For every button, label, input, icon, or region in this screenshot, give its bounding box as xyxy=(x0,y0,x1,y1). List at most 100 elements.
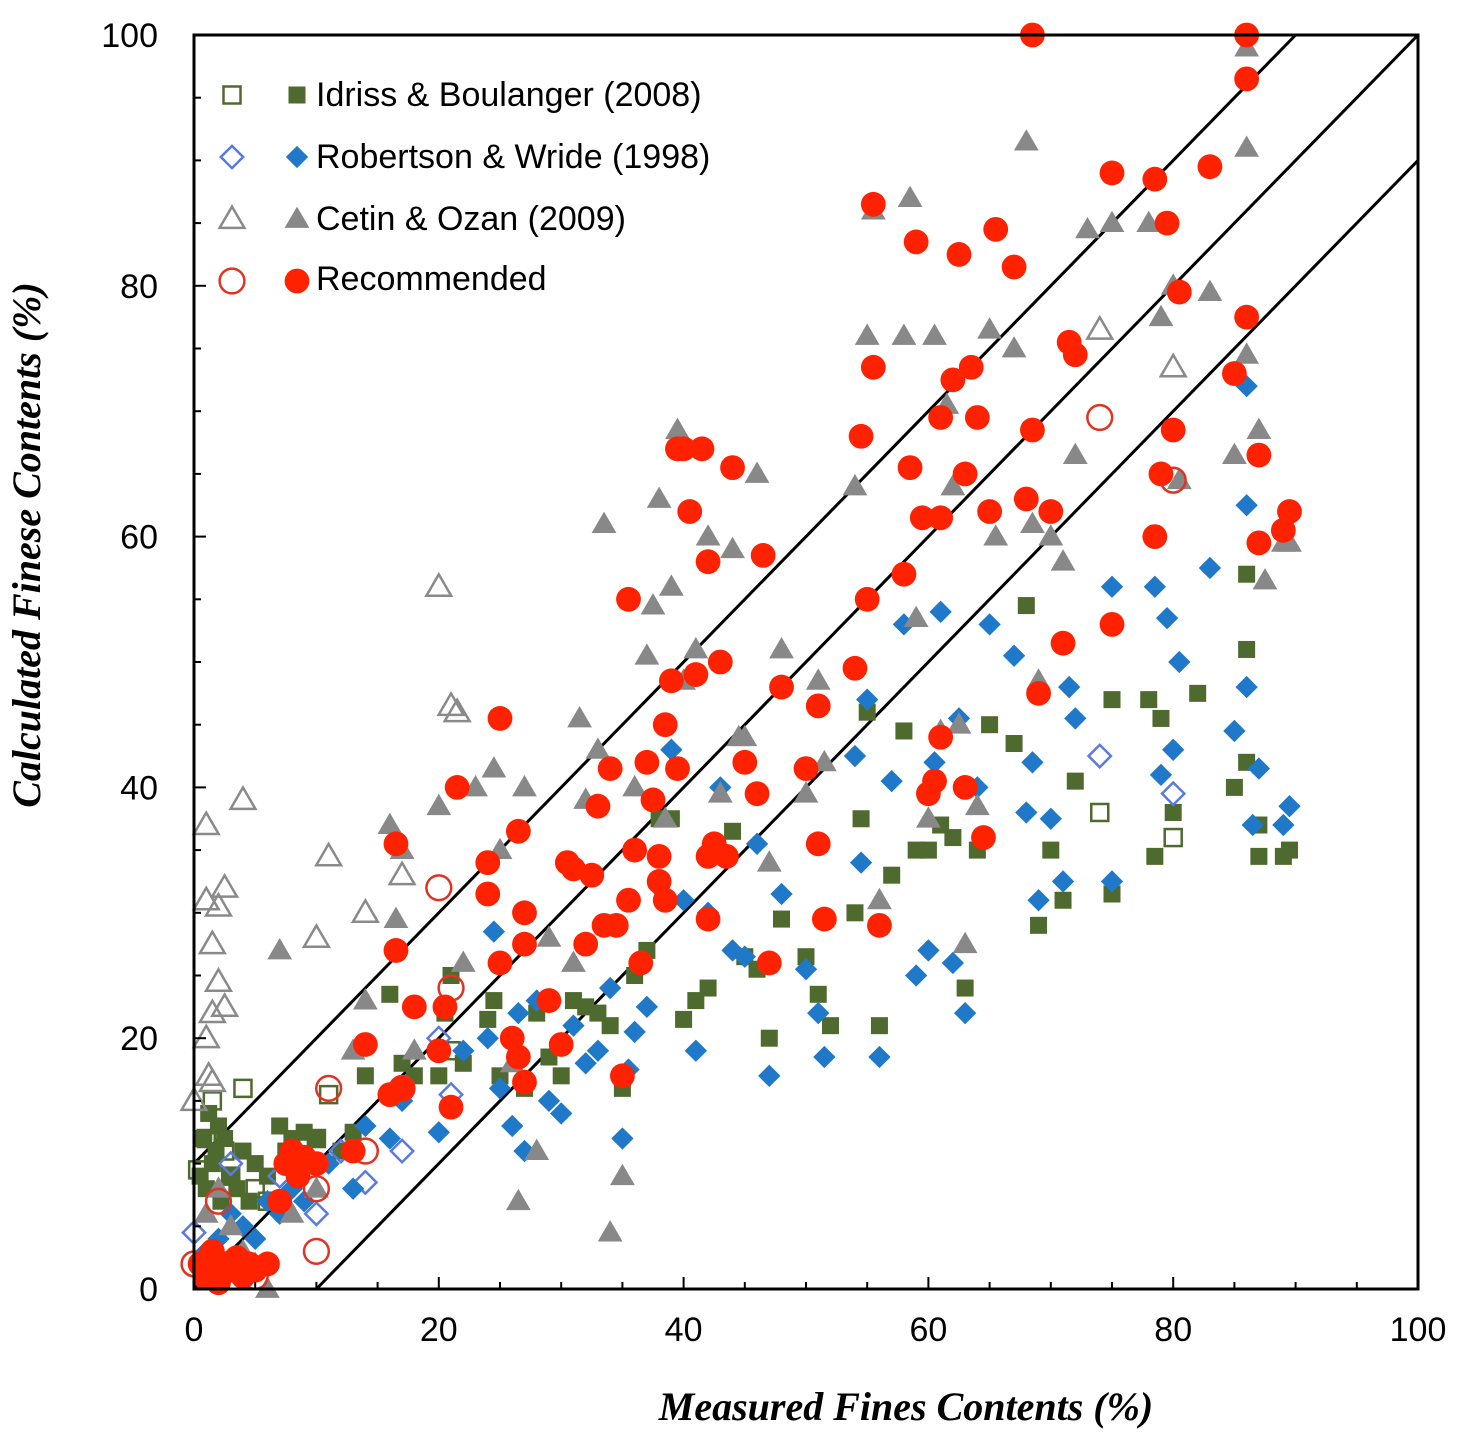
recommended-point xyxy=(793,756,819,781)
idriss-point xyxy=(821,1017,839,1035)
reference-line-3 xyxy=(315,159,1420,1291)
recommended-point xyxy=(487,706,513,731)
recommended-point xyxy=(1154,210,1180,236)
recommended-point xyxy=(867,912,892,938)
idriss-point xyxy=(1164,803,1182,821)
recommended-point xyxy=(891,561,917,587)
robertson-hollow-point xyxy=(352,1169,379,1196)
recommended-point xyxy=(255,1251,280,1277)
cetin-point xyxy=(377,812,403,834)
cetin-point xyxy=(1013,129,1039,151)
cetin-hollow-point xyxy=(197,929,227,955)
recommended-point xyxy=(634,749,660,775)
robertson-point xyxy=(880,769,903,793)
cetin-point xyxy=(193,1201,219,1223)
cetin-point xyxy=(1038,524,1064,546)
recommended-point xyxy=(842,655,868,681)
robertson-point xyxy=(807,1001,830,1025)
cetin-hollow-point xyxy=(191,810,221,836)
cetin-point xyxy=(891,323,917,345)
cetin-point xyxy=(903,605,929,628)
idriss-point xyxy=(919,841,937,859)
robertson-point xyxy=(1223,719,1246,743)
robertson-point xyxy=(219,1202,242,1225)
robertson-hollow-point xyxy=(1160,780,1187,807)
idriss-point xyxy=(1146,847,1164,865)
x-axis-title: Measured Fines Contents (%) xyxy=(658,1384,1154,1429)
robertson-hollow-point xyxy=(303,1200,330,1227)
cetin-point xyxy=(977,317,1002,339)
cetin-hollow-point xyxy=(314,841,344,867)
legend-hollow-marker xyxy=(219,144,245,170)
robertson-point xyxy=(452,1039,475,1062)
cetin-point xyxy=(665,417,690,439)
robertson-point xyxy=(1027,889,1050,912)
cetin-point xyxy=(591,511,617,533)
recommended-point xyxy=(983,216,1009,242)
recommended-point xyxy=(744,781,770,807)
cetin-point xyxy=(983,524,1009,546)
robertson-point xyxy=(843,744,867,768)
recommended-point xyxy=(860,191,886,217)
recommended-point xyxy=(383,938,409,963)
cetin-point xyxy=(536,925,562,947)
legend-filled-marker xyxy=(288,86,306,104)
cetin-hollow-point xyxy=(197,998,227,1024)
cetin-point xyxy=(756,850,782,872)
cetin-point xyxy=(279,1201,305,1223)
x-tick-label: 100 xyxy=(1390,1311,1447,1349)
robertson-point xyxy=(501,1114,524,1138)
idriss-point xyxy=(1103,885,1121,903)
y-axis-title: Calculated Finese Contents (%) xyxy=(4,282,49,808)
legend-label-cetin: Cetin & Ozan (2009) xyxy=(316,200,626,238)
recommended-point xyxy=(536,988,562,1013)
robertson-point xyxy=(611,1127,634,1150)
robertson-point xyxy=(476,1027,499,1050)
recommended-point xyxy=(505,1044,531,1070)
legend-label-robertson: Robertson & Wride (1998) xyxy=(316,138,710,176)
robertson-point xyxy=(1039,807,1062,830)
cetin-hollow-point xyxy=(387,860,417,886)
robertson-point xyxy=(1235,675,1258,699)
recommended-hollow-point xyxy=(425,874,453,902)
cetin-point xyxy=(646,486,672,508)
recommended-point xyxy=(616,586,641,612)
recommended-point xyxy=(671,436,696,462)
idriss-point xyxy=(797,948,815,966)
idriss-point xyxy=(552,1067,570,1085)
recommended-hollow-point xyxy=(302,1175,331,1203)
robertson-point xyxy=(268,1202,291,1225)
recommended-point xyxy=(340,1138,366,1164)
recommended-point xyxy=(646,843,672,869)
cetin-point xyxy=(1246,417,1272,439)
robertson-point xyxy=(978,613,1001,636)
robertson-point xyxy=(1064,707,1087,730)
x-tick-label: 60 xyxy=(909,1311,947,1349)
idriss-point xyxy=(1103,691,1121,709)
recommended-point xyxy=(940,367,966,393)
robertson-point xyxy=(550,1102,573,1125)
y-tick-label: 60 xyxy=(120,519,158,557)
cetin-point xyxy=(652,806,678,828)
recommended-point xyxy=(1270,517,1296,543)
robertson-point xyxy=(562,1014,585,1037)
recommended-point xyxy=(756,950,782,976)
robertson-hollow-point xyxy=(1086,743,1113,769)
idriss-point xyxy=(1225,778,1243,796)
recommended-point xyxy=(512,900,537,926)
recommended-hollow-point xyxy=(204,1187,233,1215)
legend-filled-marker xyxy=(284,206,310,228)
cetin-point xyxy=(610,1163,635,1186)
robertson-point xyxy=(280,1177,304,1200)
recommended-point xyxy=(928,505,954,531)
idriss-point xyxy=(699,979,717,997)
cetin-hollow-point xyxy=(210,872,240,898)
cetin-hollow-point xyxy=(350,897,380,923)
idriss-point xyxy=(1005,735,1023,753)
robertson-point xyxy=(507,1001,530,1025)
cetin-point xyxy=(450,950,476,972)
robertson-point xyxy=(623,1020,646,1044)
recommended-point xyxy=(401,994,427,1020)
robertson-point xyxy=(733,945,756,968)
y-tick-label: 40 xyxy=(120,769,158,807)
